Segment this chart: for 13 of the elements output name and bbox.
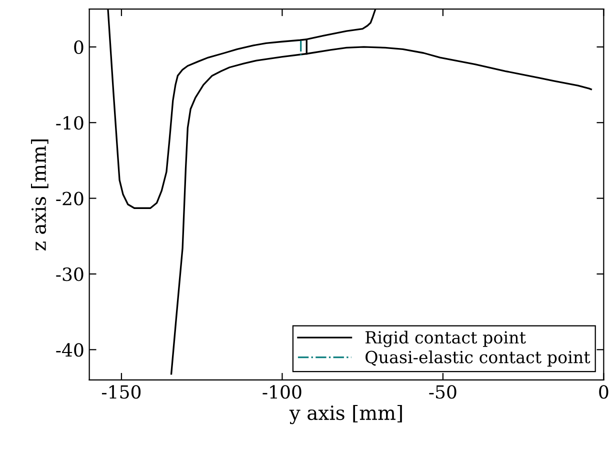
y-tick-label: 0 <box>74 40 84 54</box>
y-tick-label: -30 <box>56 267 84 282</box>
y-axis-title: z axis [mm] <box>31 139 48 250</box>
x-tick-label: -50 <box>429 385 456 399</box>
y-tick-label: -10 <box>56 116 84 130</box>
x-tick-label: -100 <box>262 385 302 399</box>
x-axis-title: y axis [mm] <box>289 405 402 424</box>
y-tick-label: -40 <box>56 343 84 357</box>
y-tick-label: -20 <box>56 192 84 206</box>
x-tick-label: -150 <box>102 385 141 399</box>
legend-label: Quasi-elastic contact point <box>366 350 590 367</box>
legend-label: Rigid contact point <box>366 330 526 348</box>
x-tick-label: 0 <box>599 385 608 399</box>
